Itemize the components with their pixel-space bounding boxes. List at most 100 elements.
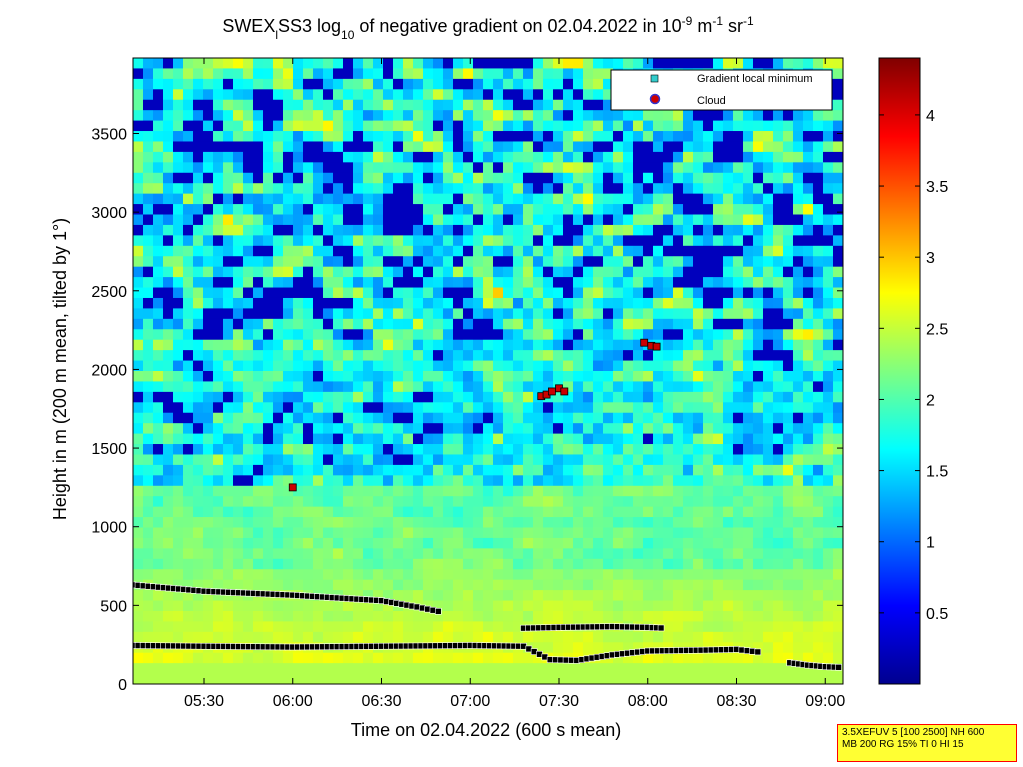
heatmap-cell xyxy=(293,663,304,675)
heatmap-cell xyxy=(413,423,424,435)
heatmap-cell xyxy=(543,318,554,330)
heatmap-cell xyxy=(673,110,684,122)
heatmap-cell xyxy=(533,579,544,591)
heatmap-cell xyxy=(763,172,774,184)
heatmap-cell xyxy=(193,287,204,299)
heatmap-cell xyxy=(343,381,354,393)
heatmap-cell xyxy=(303,475,314,487)
heatmap-cell xyxy=(753,162,764,174)
heatmap-cell xyxy=(823,600,834,612)
heatmap-cell xyxy=(743,673,754,684)
heatmap-cell xyxy=(403,652,414,664)
heatmap-cell xyxy=(263,381,274,393)
heatmap-cell xyxy=(733,475,744,487)
heatmap-cell xyxy=(393,58,404,70)
heatmap-cell xyxy=(233,308,244,320)
heatmap-cell xyxy=(583,318,594,330)
heatmap-cell xyxy=(773,277,784,289)
heatmap-cell xyxy=(793,433,804,445)
heatmap-cell xyxy=(173,235,184,247)
heatmap-cell xyxy=(813,506,824,518)
heatmap-cell xyxy=(163,621,174,633)
heatmap-cell xyxy=(263,204,274,216)
heatmap-cell xyxy=(593,256,604,268)
heatmap-cell xyxy=(743,266,754,278)
heatmap-cell xyxy=(803,600,814,612)
heatmap-cell xyxy=(753,600,764,612)
heatmap-cell xyxy=(723,631,734,643)
heatmap-cell xyxy=(343,475,354,487)
heatmap-cell xyxy=(363,360,374,372)
heatmap-cell xyxy=(663,193,674,205)
heatmap-cell xyxy=(463,454,474,466)
heatmap-cell xyxy=(413,224,424,236)
heatmap-cell xyxy=(473,569,484,581)
heatmap-cell xyxy=(583,371,594,383)
heatmap-cell xyxy=(153,245,164,257)
heatmap-cell xyxy=(733,172,744,184)
heatmap-cell xyxy=(283,277,294,289)
heatmap-cell xyxy=(293,600,304,612)
heatmap-cell xyxy=(363,204,374,216)
heatmap-cell xyxy=(263,193,274,205)
heatmap-cell xyxy=(603,245,614,257)
heatmap-cell xyxy=(183,172,194,184)
heatmap-cell xyxy=(703,308,714,320)
heatmap-cell xyxy=(273,569,284,581)
heatmap-cell xyxy=(183,235,194,247)
heatmap-cell xyxy=(253,673,264,684)
heatmap-cell xyxy=(233,402,244,414)
heatmap-cell xyxy=(613,318,624,330)
heatmap-cell xyxy=(363,610,374,622)
heatmap-cell xyxy=(333,663,344,675)
heatmap-cell xyxy=(303,68,314,80)
heatmap-cell xyxy=(473,58,484,70)
heatmap-cell xyxy=(163,558,174,570)
heatmap-cell xyxy=(823,371,834,383)
heatmap-cell xyxy=(223,99,234,111)
heatmap-cell xyxy=(393,110,404,122)
heatmap-cell xyxy=(503,444,514,456)
heatmap-cell xyxy=(593,464,604,476)
heatmap-cell xyxy=(433,151,444,163)
heatmap-cell xyxy=(223,579,234,591)
heatmap-cell xyxy=(543,663,554,675)
heatmap-cell xyxy=(243,412,254,424)
heatmap-cell xyxy=(353,454,364,466)
heatmap-cell xyxy=(173,339,184,351)
heatmap-cell xyxy=(783,412,794,424)
heatmap-cell xyxy=(303,433,314,445)
heatmap-cell xyxy=(283,412,294,424)
heatmap-cell xyxy=(833,579,843,591)
heatmap-cell xyxy=(523,527,534,539)
heatmap-cell xyxy=(343,631,354,643)
heatmap-cell xyxy=(673,224,684,236)
heatmap-cell xyxy=(473,151,484,163)
heatmap-cell xyxy=(573,464,584,476)
heatmap-cell xyxy=(213,548,224,560)
heatmap-cell xyxy=(383,600,394,612)
heatmap-cell xyxy=(253,464,264,476)
colorbar-tick-label: 3.5 xyxy=(926,179,948,196)
heatmap-cell xyxy=(513,485,524,497)
heatmap-cell xyxy=(503,454,514,466)
heatmap-cell xyxy=(403,308,414,320)
heatmap-cell xyxy=(783,287,794,299)
heatmap-cell xyxy=(623,151,634,163)
heatmap-cell xyxy=(203,506,214,518)
heatmap-cell xyxy=(233,579,244,591)
heatmap-cell xyxy=(183,485,194,497)
heatmap-cell xyxy=(713,631,724,643)
heatmap-cell xyxy=(403,350,414,362)
heatmap-cell xyxy=(203,402,214,414)
heatmap-cell xyxy=(343,527,354,539)
heatmap-cell xyxy=(503,517,514,529)
heatmap-cell xyxy=(133,412,144,424)
heatmap-cell xyxy=(673,663,684,675)
heatmap-cell xyxy=(793,120,804,132)
heatmap-cell xyxy=(143,673,154,684)
heatmap-cell xyxy=(823,642,834,654)
heatmap-cell xyxy=(433,423,444,435)
heatmap-cell xyxy=(743,412,754,424)
heatmap-cell xyxy=(183,350,194,362)
